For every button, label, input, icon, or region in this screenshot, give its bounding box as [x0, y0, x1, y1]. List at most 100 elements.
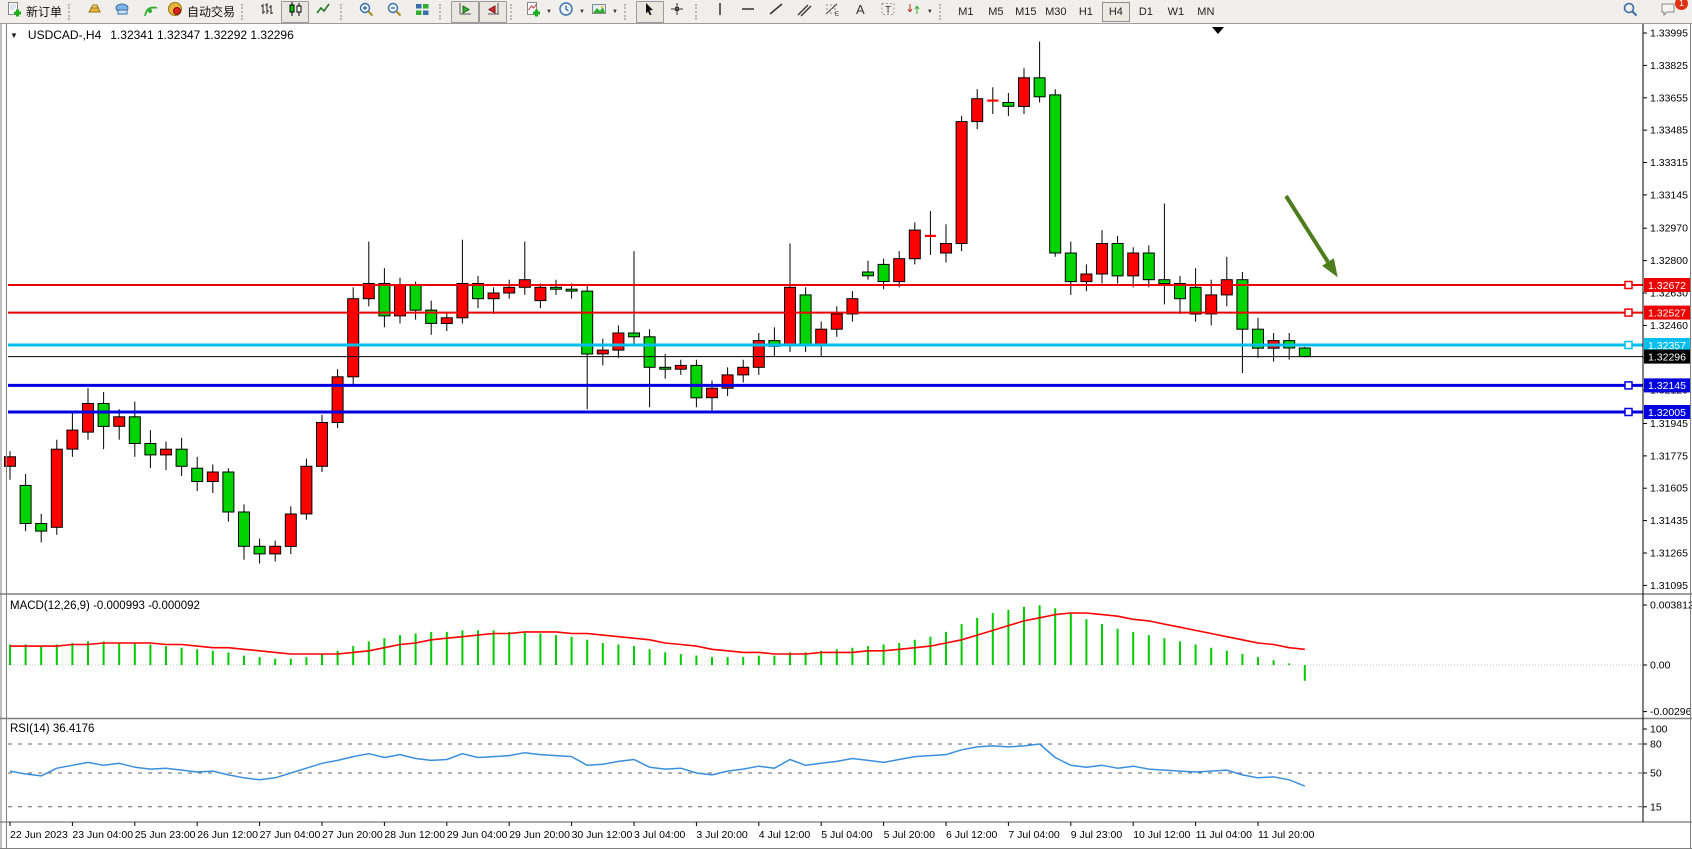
new-order-button[interactable]: 新订单: [3, 1, 65, 23]
auto-trading-button[interactable]: 自动交易: [164, 1, 238, 23]
rsi-tick-label: 50: [1650, 768, 1662, 780]
rsi-value: 36.4176: [52, 723, 95, 735]
candle: [300, 458, 313, 520]
candle: [175, 437, 188, 476]
toolbar-separator: [623, 3, 632, 20]
channel-icon: [796, 1, 813, 23]
chart-shift-marker[interactable]: [1212, 27, 1224, 34]
cursor-button[interactable]: [635, 0, 664, 23]
vline-icon: [712, 1, 729, 23]
timeframe-H4-button[interactable]: H4: [1101, 1, 1130, 22]
candle: [1049, 89, 1062, 257]
chart-window[interactable]: 1.33995 1.33825 1.33655 1.33485 1.33315 1.331…: [0, 24, 1692, 848]
zoom-out-button[interactable]: [380, 1, 408, 23]
equidistant-channel-button[interactable]: [791, 1, 819, 23]
market-button[interactable]: [80, 1, 108, 23]
chartshift-icon: [485, 1, 502, 23]
price-tick-label: 1.33145: [1650, 189, 1688, 201]
template-icon: [591, 1, 608, 23]
templates-button[interactable]: ▼: [588, 1, 621, 23]
candle: [518, 241, 531, 295]
tiles-icon: [414, 1, 431, 23]
candle: [503, 279, 516, 299]
hline-handle[interactable]: [1624, 407, 1633, 417]
zoom-out-icon: [386, 1, 403, 23]
timeframe-W1-button[interactable]: W1: [1167, 5, 1185, 18]
timeframe-H1-button[interactable]: H1: [1078, 5, 1093, 18]
chart-plot[interactable]: 1.33995 1.33825 1.33655 1.33485 1.33315 1.331…: [0, 24, 1692, 848]
svg-text:T: T: [885, 5, 891, 16]
toolbar-separator: [340, 3, 348, 20]
candle: [862, 260, 874, 280]
timeframe-M30-button[interactable]: M30: [1045, 5, 1067, 18]
fibonacci-button[interactable]: E: [819, 1, 847, 23]
hline-handle[interactable]: [1624, 340, 1633, 350]
candle: [222, 468, 235, 522]
price-tick-label: 1.31095: [1650, 580, 1688, 592]
periods-button[interactable]: ▼: [555, 1, 588, 23]
dropdown-arrow-icon[interactable]: ▼: [926, 8, 933, 15]
candle: [674, 359, 687, 375]
tile-windows-button[interactable]: [408, 1, 436, 23]
chart-shift-button[interactable]: [479, 0, 508, 23]
candle: [1127, 247, 1140, 288]
svg-text:1.32357: 1.32357: [1648, 340, 1686, 352]
hline-handle[interactable]: [1624, 308, 1633, 317]
candle: [846, 291, 859, 322]
text-button[interactable]: A: [847, 1, 875, 23]
text-label-button[interactable]: T: [875, 1, 903, 23]
toolbar-separator: [241, 3, 249, 20]
price-tick-label: 1.32460: [1650, 320, 1688, 332]
macd-signal-line: [10, 612, 1305, 655]
dropdown-arrow-icon[interactable]: ▼: [578, 8, 585, 15]
candle: [316, 414, 328, 472]
chart-candles-button[interactable]: [281, 0, 310, 23]
candle: [908, 222, 921, 265]
chart-line-button[interactable]: [309, 1, 337, 23]
time-tick-label: 10 Jul 12:00: [1133, 829, 1190, 841]
svg-text:E: E: [835, 12, 839, 18]
candle: [612, 325, 625, 358]
trendline-button[interactable]: [763, 1, 791, 23]
vps-button[interactable]: [108, 1, 136, 23]
vertical-line-button[interactable]: [707, 1, 735, 23]
search-button[interactable]: [1616, 1, 1644, 23]
candle: [940, 224, 952, 263]
zoom-in-button[interactable]: [352, 1, 380, 23]
macd-indicator-label: MACD(12,26,9) -0.000993 -0.000092: [10, 600, 200, 612]
candle: [924, 211, 936, 255]
price-tick-label: 1.33995: [1650, 28, 1688, 40]
hline-handle[interactable]: [1624, 381, 1633, 390]
timeframe-M15-button[interactable]: M15: [1015, 5, 1037, 18]
timeframe-D1-button[interactable]: D1: [1138, 5, 1153, 18]
auto-scroll-button[interactable]: [451, 0, 480, 23]
timeframe-M5-button[interactable]: M5: [988, 5, 1004, 18]
candle: [362, 241, 375, 307]
annotation-arrow[interactable]: [1284, 194, 1338, 278]
tline-icon: [768, 1, 785, 23]
toolbar-separator: [510, 3, 518, 20]
signals-button[interactable]: [136, 1, 164, 23]
timeframe-MN-button[interactable]: MN: [1197, 5, 1215, 18]
crosshair-icon: [669, 1, 686, 23]
crosshair-button[interactable]: [664, 1, 692, 23]
candle: [550, 279, 562, 295]
time-tick-label: 26 Jun 12:00: [197, 829, 258, 841]
indicators-button[interactable]: ▼: [522, 1, 555, 23]
dropdown-arrow-icon[interactable]: ▼: [546, 8, 552, 15]
hline-handle[interactable]: [1624, 280, 1633, 290]
price-label-1.32145: 1.32145: [1644, 378, 1691, 393]
cloud-icon: [114, 1, 131, 23]
notifications-button[interactable]: 1: [1654, 0, 1688, 23]
horizontal-line-button[interactable]: [735, 1, 763, 23]
chart-menu-icon[interactable]: ▼: [10, 30, 18, 40]
dropdown-arrow-icon[interactable]: ▼: [611, 8, 618, 15]
time-tick-label: 9 Jul 23:00: [1071, 829, 1123, 841]
candle: [160, 441, 172, 471]
chart-bars-button[interactable]: [253, 1, 281, 23]
candle: [331, 369, 344, 429]
arrow-objects-button[interactable]: ▼: [903, 1, 936, 23]
timeframe-M1-button[interactable]: M1: [958, 5, 974, 18]
rsi-tick-label: 80: [1650, 739, 1662, 751]
